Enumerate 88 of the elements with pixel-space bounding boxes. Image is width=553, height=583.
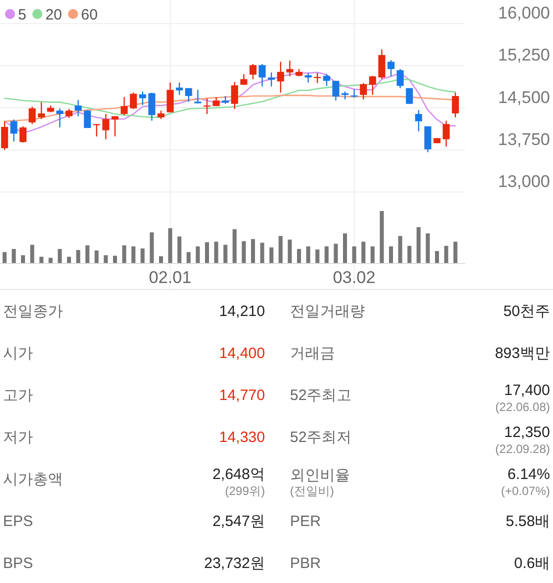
bar [12,248,16,263]
bar [389,246,393,263]
text: 893백만 [494,345,550,362]
bar [278,236,283,263]
bar [150,232,154,263]
bar [122,245,126,263]
text: 52주최저 [290,429,352,446]
bar [196,246,200,263]
bar [242,241,246,263]
bar [177,236,182,263]
bar [306,246,310,263]
y-tick-label: 13,000 [498,172,550,191]
text: EPS [3,513,34,530]
text: 23,732원 [204,555,265,572]
x-tick-label: 02.01 [148,268,192,287]
bar [407,246,412,263]
y-tick-label: 16,000 [498,4,550,23]
y-tick-label: 14,500 [498,88,550,107]
bar [104,255,108,263]
text: 14,400 [219,345,265,362]
bar [288,240,292,263]
bar [435,251,439,263]
bar [39,256,44,263]
bar [58,248,62,263]
bar [186,252,191,263]
text: 0.6배 [514,555,550,572]
bar [453,242,458,263]
bar [260,242,264,263]
bar [113,256,117,263]
text: 전일거래량 [290,303,365,320]
bar [324,246,329,263]
bar [131,246,136,263]
bar [251,239,255,263]
text: PER [290,513,322,530]
text: 외인비율 (전일비) [290,467,350,498]
bar [269,247,274,263]
bar [168,228,172,263]
y-tick-label: 13,750 [498,130,550,149]
text: 17,400 (22.06.08) [495,382,550,414]
bar [416,227,421,263]
text: 52주최고 [290,387,352,404]
legend-label: 20 [45,6,62,24]
bar [315,249,320,263]
bar [214,242,218,263]
text: 2,547원 [212,513,265,530]
bar [48,258,53,263]
bar [2,252,7,263]
text: PBR [290,555,322,572]
text: 시가 [3,345,33,362]
bar [30,244,34,263]
text: 시가총액 [3,471,63,488]
bar [334,244,338,263]
bar [21,255,25,263]
bar [232,229,237,263]
bar [205,242,209,263]
text: 12,350 (22.09.28) [495,424,550,456]
bar [297,248,301,263]
bar [223,244,228,263]
bar [159,256,163,263]
text: 2,648억 (299위) [212,466,265,498]
text: 전일종가 [3,303,63,320]
bar [444,246,448,263]
text: 6.14% (+0.07%) [500,466,550,498]
bar [361,242,366,263]
text: 거래금 [290,345,335,362]
text: 고가 [3,387,33,404]
bar [370,246,375,263]
text: 50천주 [503,303,550,320]
text: 14,330 [219,429,265,446]
text: 14,210 [219,303,265,320]
text: 14,770 [219,387,265,404]
bar [398,236,402,263]
bar [343,233,347,263]
y-tick-label: 15,250 [498,46,550,65]
legend-label: 60 [81,6,98,24]
text: BPS [3,555,34,572]
x-tick-label: 03.02 [332,268,376,287]
legend-label: 5 [18,6,26,24]
bar [94,250,99,263]
text: 저가 [3,429,33,446]
bar [76,250,80,263]
text: 5.58배 [506,513,550,530]
bar [426,233,430,263]
bar [85,245,90,263]
bar [352,246,356,263]
bar [380,211,384,263]
bar [67,256,71,263]
bar [140,248,145,263]
